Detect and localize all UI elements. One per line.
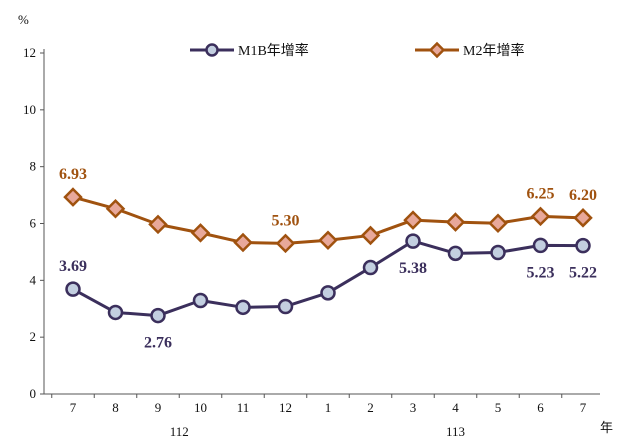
year-group-label: 112: [170, 424, 189, 436]
legend-label: M2年增率: [463, 42, 524, 59]
x-tick-label: 6: [537, 400, 544, 415]
point-m1b: [405, 233, 421, 249]
x-tick-label: 7: [70, 400, 77, 415]
y-unit-label: %: [18, 12, 29, 27]
y-tick-label: 4: [30, 272, 37, 287]
point-m2: [63, 187, 83, 207]
point-m1b: [490, 244, 506, 261]
x-tick-label: 3: [410, 400, 417, 415]
data-label: 6.25: [527, 185, 555, 202]
point-m1b: [150, 307, 166, 324]
point-m1b: [65, 281, 81, 297]
point-m1b: [277, 298, 294, 315]
x-tick-label: 5: [495, 400, 502, 415]
point-m1b: [192, 292, 209, 309]
point-m2: [190, 223, 211, 243]
y-tick-label: 8: [30, 159, 37, 174]
year-group-label: 113: [446, 424, 465, 436]
legend-marker-circle: [205, 43, 219, 57]
point-m2: [275, 233, 296, 254]
x-tick-label: 11: [237, 400, 250, 415]
point-m1b: [575, 237, 591, 254]
point-m1b: [320, 285, 336, 301]
data-label: 2.76: [144, 335, 172, 352]
x-unit-label: 年: [600, 420, 613, 435]
legend-label: M1B年增率: [238, 42, 309, 59]
x-tick-label: 10: [194, 400, 207, 415]
y-tick-label: 12: [23, 45, 36, 60]
point-m1b: [235, 299, 251, 316]
data-label: 5.30: [272, 212, 300, 229]
point-m2: [403, 210, 423, 230]
point-m2: [233, 232, 253, 253]
point-m2: [530, 206, 551, 227]
data-label: 5.38: [399, 260, 427, 277]
x-tick-label: 7: [580, 400, 587, 415]
data-label: 6.20: [569, 187, 597, 204]
x-tick-label: 1: [325, 400, 332, 415]
y-tick-label: 0: [30, 386, 37, 401]
legend-marker-diamond: [428, 41, 446, 59]
data-label: 5.23: [527, 264, 555, 281]
point-m1b: [532, 237, 549, 254]
point-m1b: [447, 245, 464, 262]
point-m1b: [362, 259, 379, 276]
x-tick-label: 9: [155, 400, 162, 415]
point-m2: [488, 213, 508, 233]
point-m2: [148, 214, 168, 235]
data-label: 5.22: [569, 265, 597, 282]
y-tick-label: 6: [30, 216, 37, 231]
series-markers: [63, 187, 593, 324]
point-m2: [573, 208, 593, 228]
point-m2: [445, 212, 466, 232]
x-tick-label: 2: [367, 400, 374, 415]
data-label: 3.69: [59, 258, 87, 275]
point-m2: [360, 225, 381, 246]
point-m2: [318, 230, 338, 251]
data-label: 6.93: [59, 166, 87, 183]
point-m1b: [107, 304, 124, 321]
x-tick-label: 12: [279, 400, 292, 415]
legend: M1B年增率 M2年增率: [190, 41, 524, 59]
y-tick-label: 2: [30, 329, 37, 344]
point-m2: [105, 198, 126, 219]
x-tick-label: 4: [452, 400, 459, 415]
series-line-m1b: [72, 239, 584, 318]
y-tick-label: 10: [23, 102, 36, 117]
data-labels: 3.69 2.76 5.38 5.23 5.22 6.93 5.30 6.25 6.20: [59, 166, 597, 351]
x-tick-label: 8: [112, 400, 119, 415]
